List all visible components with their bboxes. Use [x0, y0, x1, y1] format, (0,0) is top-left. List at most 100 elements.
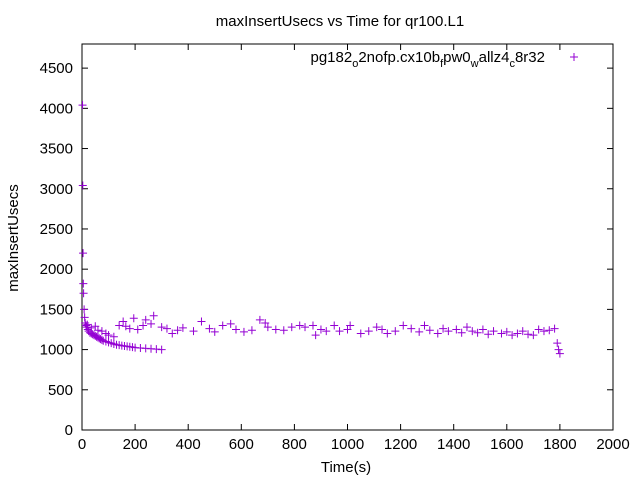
x-tick-label: 0: [78, 436, 86, 453]
y-axis-label: maxInsertUsecs: [5, 184, 22, 292]
x-tick-label: 1000: [331, 436, 364, 453]
data-point: [80, 305, 89, 314]
data-point: [343, 325, 352, 334]
data-point: [502, 327, 511, 336]
data-point: [420, 321, 429, 330]
data-point: [218, 321, 227, 330]
data-point: [119, 317, 128, 326]
data-point: [433, 329, 442, 338]
data-point: [97, 335, 106, 344]
axes: 0 200 400 600 800 1000 1200 1400 1600 1800 2000 0 50…: [40, 43, 630, 453]
x-tick-label: 1200: [384, 436, 417, 453]
data-point: [316, 325, 325, 334]
data-point: [308, 321, 317, 330]
data-point: [162, 324, 171, 333]
data-point: [197, 317, 206, 326]
data-point: [452, 325, 461, 334]
data-point: [335, 327, 344, 336]
y-tick-label: 4500: [40, 60, 73, 77]
data-point: [346, 321, 355, 330]
data-point: [255, 315, 264, 324]
data-point: [149, 311, 158, 320]
data-point: [231, 325, 240, 334]
data-point: [189, 327, 198, 336]
data-point: [147, 319, 156, 328]
data-point: [279, 326, 288, 335]
legend-sub: c: [509, 58, 515, 70]
data-point: [473, 328, 482, 337]
data-point: [415, 327, 424, 336]
data-point: [205, 324, 214, 333]
x-tick-label: 1400: [437, 436, 470, 453]
y-tick-label: 3500: [40, 141, 73, 158]
data-point: [529, 331, 538, 340]
data-point: [157, 323, 166, 332]
data-point: [239, 327, 248, 336]
legend-sub: o: [352, 58, 358, 70]
data-point: [91, 322, 100, 331]
data-point: [391, 327, 400, 336]
data-point: [539, 327, 548, 336]
data-point: [104, 331, 113, 340]
legend-label: pg182o2nofp.cx10bfpw0wallz4c8r32: [310, 49, 545, 70]
data-point: [311, 331, 320, 340]
data-point: [555, 349, 564, 358]
legend-part: 8r32: [515, 49, 545, 66]
data-point: [139, 321, 148, 330]
data-point: [93, 326, 102, 335]
data-point: [497, 329, 506, 338]
data-point: [383, 329, 392, 338]
data-point: [457, 328, 466, 337]
x-tick-label: 1800: [543, 436, 576, 453]
data-point: [79, 279, 88, 288]
data-point: [330, 321, 339, 330]
data-point: [545, 326, 554, 335]
data-point: [83, 325, 92, 334]
data-point: [125, 324, 134, 333]
data-point: [489, 327, 498, 336]
data-point: [79, 289, 88, 298]
data-point: [210, 327, 219, 336]
data-point: [157, 345, 166, 354]
legend-part: pw0: [443, 49, 471, 66]
data-points: [78, 101, 564, 358]
y-tick-label: 2500: [40, 221, 73, 238]
legend-part: allz4: [479, 49, 510, 66]
data-point: [109, 332, 118, 341]
data-point: [378, 325, 387, 334]
data-point: [178, 323, 187, 332]
data-point: [399, 321, 408, 330]
data-point: [141, 315, 150, 324]
data-point: [173, 326, 182, 335]
data-point: [508, 331, 517, 340]
data-point: [226, 319, 235, 328]
data-point: [550, 324, 559, 333]
x-tick-label: 2000: [596, 436, 629, 453]
data-point: [372, 323, 381, 332]
x-tick-label: 1600: [490, 436, 523, 453]
data-point: [80, 313, 89, 322]
data-point: [478, 325, 487, 334]
data-point: [133, 325, 142, 334]
y-tick-label: 1500: [40, 301, 73, 318]
data-point: [271, 325, 280, 334]
data-point: [129, 314, 138, 323]
data-point: [554, 345, 563, 354]
data-point: [261, 319, 270, 328]
x-axis-label: Time(s): [321, 459, 371, 476]
data-point: [322, 327, 331, 336]
data-point: [444, 327, 453, 336]
data-point: [364, 327, 373, 336]
data-point: [468, 327, 477, 336]
x-tick-label: 600: [229, 436, 254, 453]
data-point: [78, 181, 87, 190]
data-point: [287, 323, 296, 332]
data-point: [87, 323, 96, 332]
data-point: [263, 323, 272, 332]
data-point: [83, 320, 92, 329]
data-point: [425, 326, 434, 335]
legend: pg182o2nofp.cx10bfpw0wallz4c8r32: [310, 49, 578, 70]
y-tick-label: 500: [48, 382, 73, 399]
data-point: [484, 330, 493, 339]
